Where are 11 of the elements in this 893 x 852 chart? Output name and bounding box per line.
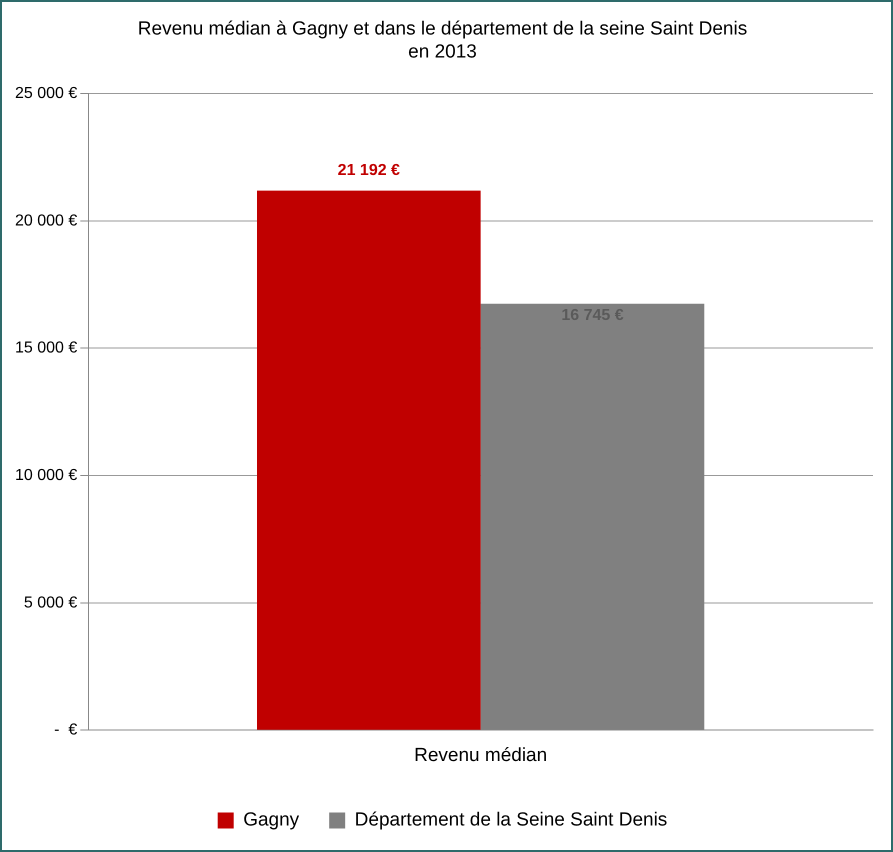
y-tick-label: 10 000 € bbox=[15, 466, 78, 484]
y-tick-label: 25 000 € bbox=[15, 85, 78, 102]
y-tick-label: 5 000 € bbox=[24, 594, 78, 612]
y-tick-label: 15 000 € bbox=[15, 340, 78, 357]
y-tick-label: 20 000 € bbox=[15, 212, 78, 230]
y-tick-label: - € bbox=[54, 722, 78, 739]
chart-title: Revenu médian à Gagny et dans le département de la seine Saint Denis en 2013 bbox=[138, 18, 748, 62]
x-tick-label: Revenu médian bbox=[414, 744, 548, 766]
legend-label: Département de la Seine Saint Denis bbox=[354, 810, 668, 831]
legend-label: Gagny bbox=[243, 810, 300, 831]
data-label: 21 192 € bbox=[338, 162, 400, 179]
